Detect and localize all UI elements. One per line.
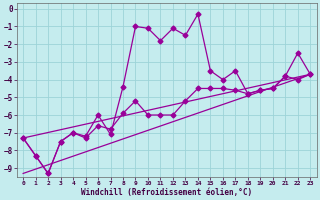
X-axis label: Windchill (Refroidissement éolien,°C): Windchill (Refroidissement éolien,°C) bbox=[81, 188, 252, 197]
